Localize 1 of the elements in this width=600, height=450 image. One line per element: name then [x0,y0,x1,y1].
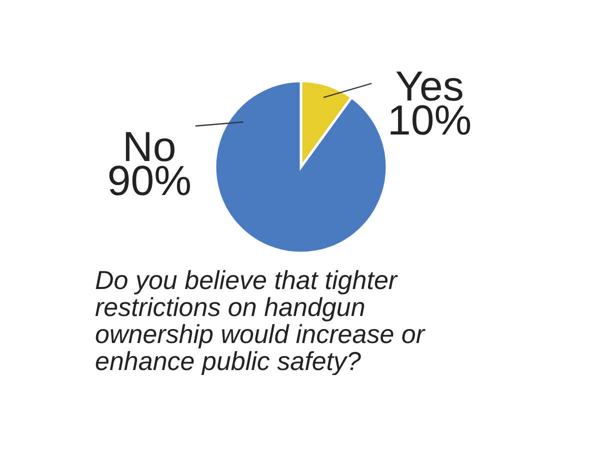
pie-slice [214,80,388,254]
